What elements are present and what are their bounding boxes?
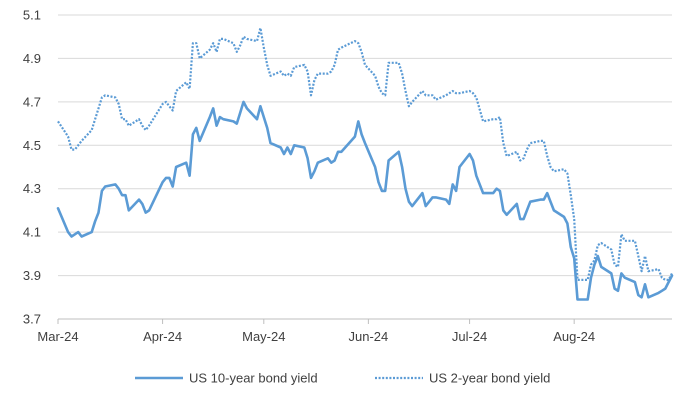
- x-tick-label: Mar-24: [37, 329, 78, 344]
- legend-label: US 2-year bond yield: [429, 371, 550, 386]
- y-tick-label: 5.1: [23, 8, 41, 23]
- axes: 3.7 3.9 4.1 4.3 4.5 4.7 4.9 5.1 Mar-24 Apr-24 May-…: [23, 8, 672, 344]
- y-tick-label: 4.3: [23, 181, 41, 196]
- series-lines: [56, 26, 674, 301]
- series-line-2y: [57, 26, 673, 281]
- y-tick-label: 3.9: [23, 268, 41, 283]
- series-line-10y: [56, 100, 674, 301]
- y-tick-label: 4.5: [23, 138, 41, 153]
- y-tick-label: 3.7: [23, 312, 41, 327]
- x-tick-label: Apr-24: [143, 329, 182, 344]
- x-tick-label: Jul-24: [452, 329, 487, 344]
- y-tick-label: 4.9: [23, 51, 41, 66]
- y-tick-label: 4.7: [23, 94, 41, 109]
- legend-label: US 10-year bond yield: [189, 371, 318, 386]
- legend: US 10-year bond yield US 2-year bond yiel…: [135, 371, 550, 386]
- x-tick-label: Jun-24: [348, 329, 388, 344]
- x-tick-label: May-24: [242, 329, 285, 344]
- x-tick-label: Aug-24: [553, 329, 595, 344]
- y-tick-label: 4.1: [23, 225, 41, 240]
